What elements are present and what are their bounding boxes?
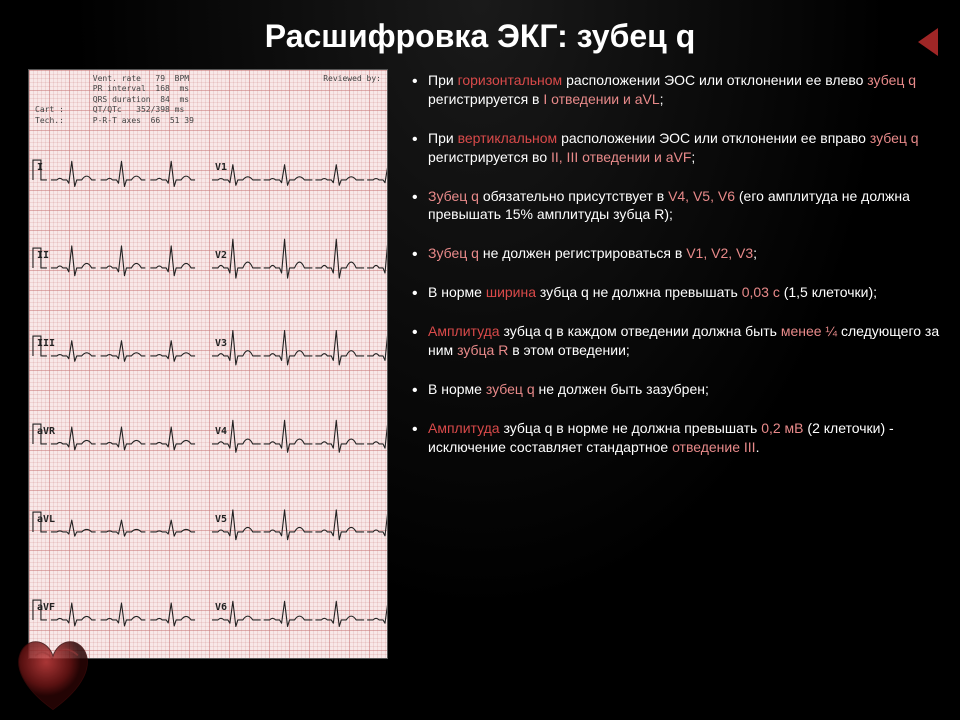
bullet-text-span: горизонтальном	[458, 72, 563, 88]
bullet-text-span: ;	[660, 91, 664, 107]
bullet-text-span: расположении ЭОС или отклонении ее вправ…	[557, 130, 870, 146]
bullet-text-span: в этом отведении;	[508, 342, 629, 358]
ecg-row: aVRV4	[29, 394, 387, 474]
bullet-text-span: расположении ЭОС или отклонении ее влево	[562, 72, 867, 88]
bullet-text-span: регистрируется во	[428, 149, 551, 165]
ecg-row: aVLV5	[29, 482, 387, 562]
bullet-list: При горизонтальном расположении ЭОС или …	[406, 69, 940, 659]
bullet-text-span: ширина	[486, 284, 536, 300]
bullet-text-span: отведение III	[672, 439, 756, 455]
bullet-text-span: При	[428, 72, 458, 88]
ecg-row: IIV2	[29, 218, 387, 298]
bullet-text-span: зубец q	[870, 130, 919, 146]
back-arrow-icon[interactable]	[918, 28, 938, 56]
bullet-text-span: не должен регистрироваться в	[479, 245, 686, 261]
bullet-text-span: Амплитуда	[428, 323, 500, 339]
ecg-image: Vent. rate 79 BPM PR interval 168 ms QRS…	[28, 69, 388, 659]
bullet-text-span: 0,2 мВ	[761, 420, 803, 436]
ecg-panel: Vent. rate 79 BPM PR interval 168 ms QRS…	[28, 69, 388, 659]
bullet-item: Зубец q обязательно присутствует в V4, V…	[406, 187, 940, 225]
bullet-text-span: регистрируется в	[428, 91, 543, 107]
bullet-text-span: обязательно присутствует в	[479, 188, 668, 204]
slide-title: Расшифровка ЭКГ: зубец q	[0, 0, 960, 69]
bullet-text-span: менее ¼	[781, 323, 837, 339]
bullet-item: В норме ширина зубца q не должна превыша…	[406, 283, 940, 302]
bullet-text-span: зубца q не должна превышать	[536, 284, 742, 300]
bullet-text-span: не должен быть зазубрен;	[535, 381, 709, 397]
ecg-header-right: Reviewed by:	[323, 74, 381, 126]
bullet-item: При горизонтальном расположении ЭОС или …	[406, 71, 940, 109]
ecg-row: IV1	[29, 130, 387, 210]
bullet-text-span: I отведении и aVL	[543, 91, 659, 107]
ecg-row: IIIV3	[29, 306, 387, 386]
bullet-text-span: зубец q	[486, 381, 535, 397]
bullet-item: Амплитуда зубца q в норме не должна прев…	[406, 419, 940, 457]
heart-icon	[8, 634, 98, 714]
bullet-text-span: II, III отведении и aVF	[551, 149, 691, 165]
bullet-text-span: ;	[753, 245, 757, 261]
bullet-text-span: ;	[691, 149, 695, 165]
content-row: Vent. rate 79 BPM PR interval 168 ms QRS…	[0, 69, 960, 659]
bullet-item: При вертиклальном расположении ЭОС или о…	[406, 129, 940, 167]
bullet-text-span: В норме	[428, 381, 486, 397]
bullet-item: В норме зубец q не должен быть зазубрен;	[406, 380, 940, 399]
bullet-text-span: В норме	[428, 284, 486, 300]
bullet-item: Амплитуда зубца q в каждом отведении дол…	[406, 322, 940, 360]
bullet-text-span: .	[756, 439, 760, 455]
bullet-text-span: Амплитуда	[428, 420, 500, 436]
bullet-text-span: зубца q в норме не должна превышать	[500, 420, 762, 436]
bullet-text-span: 0,03 с	[742, 284, 780, 300]
bullet-text-span: зубца q в каждом отведении должна быть	[500, 323, 781, 339]
bullet-text-span: зубца R	[457, 342, 508, 358]
bullet-text-span: V4, V5, V6	[668, 188, 735, 204]
bullet-text-span: вертиклальном	[458, 130, 558, 146]
bullet-text-span: (1,5 клеточки);	[780, 284, 877, 300]
bullet-text-span: Зубец q	[428, 245, 479, 261]
ecg-header-text: Vent. rate 79 BPM PR interval 168 ms QRS…	[35, 74, 381, 126]
bullet-text-span: V1, V2, V3	[686, 245, 753, 261]
bullet-text-span: При	[428, 130, 458, 146]
bullet-text-span: зубец q	[867, 72, 916, 88]
bullet-item: Зубец q не должен регистрироваться в V1,…	[406, 244, 940, 263]
ecg-header-left: Vent. rate 79 BPM PR interval 168 ms QRS…	[35, 74, 194, 126]
bullet-text-span: Зубец q	[428, 188, 479, 204]
